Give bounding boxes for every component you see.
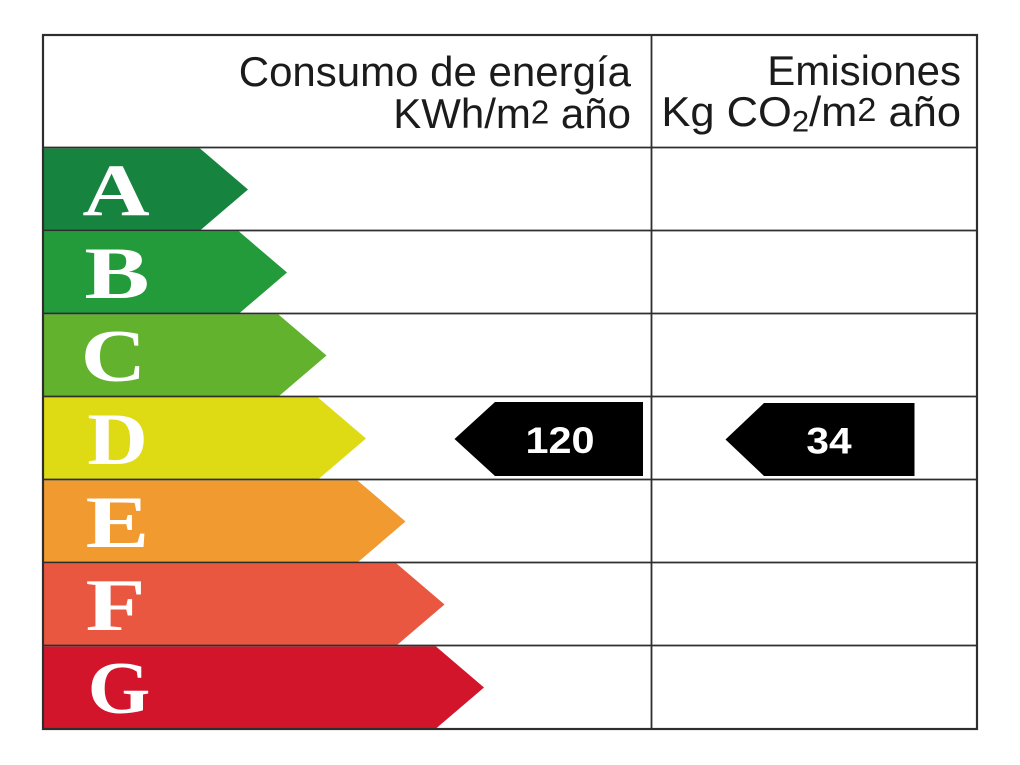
svg-text:34: 34 xyxy=(806,421,852,462)
svg-text:Emisiones: Emisiones xyxy=(767,47,961,94)
svg-text:A: A xyxy=(82,150,150,232)
svg-text:120: 120 xyxy=(525,420,594,461)
svg-text:C: C xyxy=(81,315,146,397)
svg-text:Consumo de energía: Consumo de energía xyxy=(239,48,632,95)
svg-text:Kg CO2/m2 año: Kg CO2/m2 año xyxy=(661,89,961,139)
svg-text:B: B xyxy=(84,232,149,314)
svg-text:F: F xyxy=(85,564,145,646)
svg-text:KWh/m2 año: KWh/m2 año xyxy=(393,90,631,137)
svg-text:D: D xyxy=(87,399,147,481)
svg-text:E: E xyxy=(86,482,150,563)
svg-text:G: G xyxy=(88,647,151,729)
